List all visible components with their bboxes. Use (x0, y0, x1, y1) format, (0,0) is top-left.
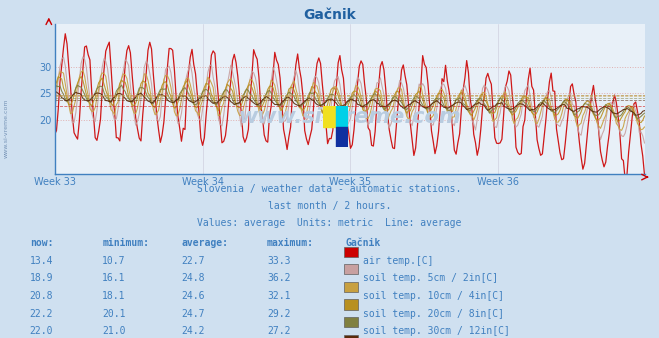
Text: www.si-vreme.com: www.si-vreme.com (4, 99, 9, 158)
Text: air temp.[C]: air temp.[C] (363, 256, 434, 266)
Text: now:: now: (30, 238, 53, 248)
Bar (335, 106, 348, 127)
Text: 18.1: 18.1 (102, 291, 126, 301)
Text: 24.2: 24.2 (181, 326, 205, 336)
Text: soil temp. 30cm / 12in[C]: soil temp. 30cm / 12in[C] (363, 326, 510, 336)
Text: soil temp. 5cm / 2in[C]: soil temp. 5cm / 2in[C] (363, 273, 498, 284)
Text: 22.0: 22.0 (30, 326, 53, 336)
Bar (335, 127, 348, 147)
Text: 18.9: 18.9 (30, 273, 53, 284)
Text: 24.8: 24.8 (181, 273, 205, 284)
Text: 36.2: 36.2 (267, 273, 291, 284)
Text: Gačnik: Gačnik (303, 8, 356, 22)
Text: 29.2: 29.2 (267, 309, 291, 319)
Text: 10.7: 10.7 (102, 256, 126, 266)
Text: 21.0: 21.0 (102, 326, 126, 336)
Text: maximum:: maximum: (267, 238, 314, 248)
Text: 20.1: 20.1 (102, 309, 126, 319)
Text: 24.6: 24.6 (181, 291, 205, 301)
Text: Slovenia / weather data - automatic stations.: Slovenia / weather data - automatic stat… (197, 184, 462, 194)
Text: average:: average: (181, 238, 228, 248)
Bar (323, 106, 335, 127)
Text: Values: average  Units: metric  Line: average: Values: average Units: metric Line: aver… (197, 218, 462, 228)
Text: 22.7: 22.7 (181, 256, 205, 266)
Text: soil temp. 20cm / 8in[C]: soil temp. 20cm / 8in[C] (363, 309, 504, 319)
Text: www.si-vreme.com: www.si-vreme.com (239, 107, 461, 127)
Text: 24.7: 24.7 (181, 309, 205, 319)
Text: Gačnik: Gačnik (346, 238, 381, 248)
Text: 22.2: 22.2 (30, 309, 53, 319)
Text: 32.1: 32.1 (267, 291, 291, 301)
Text: soil temp. 10cm / 4in[C]: soil temp. 10cm / 4in[C] (363, 291, 504, 301)
Text: 27.2: 27.2 (267, 326, 291, 336)
Text: last month / 2 hours.: last month / 2 hours. (268, 201, 391, 211)
Text: 20.8: 20.8 (30, 291, 53, 301)
Text: 13.4: 13.4 (30, 256, 53, 266)
Text: minimum:: minimum: (102, 238, 149, 248)
Text: 33.3: 33.3 (267, 256, 291, 266)
Text: 16.1: 16.1 (102, 273, 126, 284)
